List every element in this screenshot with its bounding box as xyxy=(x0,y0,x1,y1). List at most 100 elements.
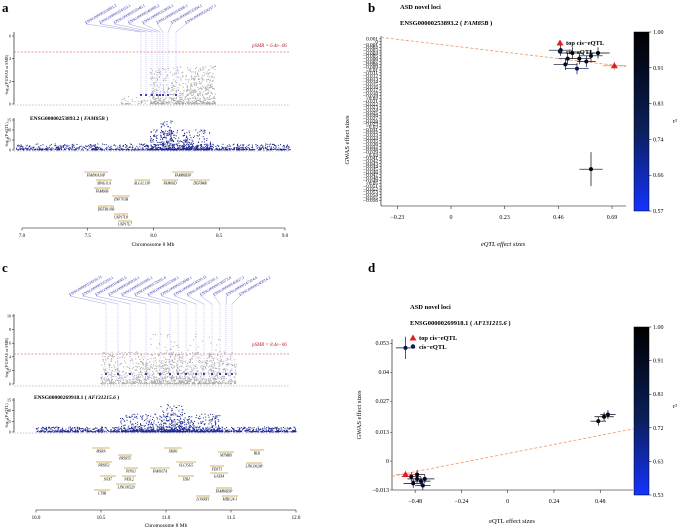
probe-c-marker xyxy=(145,373,147,375)
eqtl-point-c xyxy=(193,428,195,430)
eqtl-point-c xyxy=(233,430,235,432)
gwas-point-c xyxy=(124,382,126,384)
eqtl-point-c xyxy=(74,429,76,431)
eqtl-a-tick-label: 15 xyxy=(7,118,11,123)
eqtl-point-c xyxy=(188,425,190,427)
eqtl-point-c xyxy=(141,418,143,420)
eqtl-point-c xyxy=(204,431,206,433)
eqtl-point-a xyxy=(93,145,95,147)
eqtl-point-a xyxy=(118,149,120,151)
gwas-point-a xyxy=(174,72,176,74)
gwas-point-c xyxy=(177,353,179,355)
gwas-point-c xyxy=(117,351,119,353)
gwas-point-a xyxy=(180,78,182,80)
eqtl-point-c xyxy=(104,427,106,429)
eqtl-point-a xyxy=(179,147,181,149)
gwas-point-c xyxy=(116,368,118,370)
eqtl-point-c xyxy=(97,431,99,433)
eqtl-point-a xyxy=(163,145,165,147)
gwas-point-c xyxy=(216,381,218,383)
eqtl-point-a xyxy=(270,148,272,150)
gwas-point-a xyxy=(172,102,174,104)
gwas-point-c xyxy=(183,380,185,382)
gwas-point-c xyxy=(205,372,207,374)
eqtl-point-a xyxy=(196,144,198,146)
gwas-point-c xyxy=(142,362,144,364)
eqtl-point-a xyxy=(183,143,185,145)
panel-a: a -log₁₀(P GWAS or SMR) 0246 pSMR = 6.4e… xyxy=(2,0,291,248)
gwas-point-a xyxy=(198,87,200,89)
probe-a-connector xyxy=(175,23,187,33)
gwas-point-c xyxy=(132,376,134,378)
eqtl-point-a xyxy=(36,147,38,149)
eqtl-point-a xyxy=(165,147,167,149)
gwas-point-a xyxy=(143,99,145,101)
gwas-point-c xyxy=(143,378,145,380)
eqtl-point-a xyxy=(224,146,226,148)
eqtl-point-c xyxy=(272,431,274,433)
eqtl-point-a xyxy=(248,147,250,149)
eqtl-point-a xyxy=(193,137,195,139)
eqtl-point-c xyxy=(270,430,272,432)
gwas-point-c xyxy=(194,352,196,354)
eqtl-point-a xyxy=(146,148,148,150)
eqtl-point-a xyxy=(57,148,59,150)
eqtl-point-a xyxy=(170,138,172,140)
eqtl-point-c xyxy=(196,428,198,430)
gwas-point-c xyxy=(145,376,146,378)
eqtl-point-c xyxy=(165,430,167,432)
eqtl-point-c xyxy=(64,431,66,433)
gene-a-label: SPAG11A xyxy=(97,182,112,186)
gwas-point-c xyxy=(102,360,104,362)
gwas-point-a xyxy=(181,72,183,74)
gwas-point-c xyxy=(215,349,217,351)
gwas-point-c xyxy=(182,355,184,357)
eqtl-point-c xyxy=(210,429,212,431)
gwas-point-c xyxy=(174,380,176,382)
gwas-point-a xyxy=(190,82,192,84)
eqtl-point-a xyxy=(145,148,147,150)
gwas-point-c xyxy=(228,380,230,382)
gwas-point-a xyxy=(150,84,152,86)
gwas-point-a xyxy=(206,79,208,81)
eqtl-point-a xyxy=(198,138,200,140)
eqtl-point-a xyxy=(151,131,153,133)
eqtl-point-c xyxy=(225,430,227,432)
eqtl-point-c xyxy=(191,421,193,423)
eqtl-point-c xyxy=(36,428,38,430)
eqtl-point-a xyxy=(167,141,169,143)
eqtl-point-c xyxy=(171,414,173,416)
eqtl-point-a xyxy=(54,143,56,145)
gwas-point-a xyxy=(152,90,154,92)
eqtl-point-a xyxy=(155,145,157,147)
gwas-point-c xyxy=(152,365,154,367)
gwas-point-c xyxy=(223,369,225,371)
gwas-point-c xyxy=(191,370,193,372)
gwas-point-c xyxy=(152,367,154,369)
eqtl-point-a xyxy=(209,146,211,148)
gwas-point-c xyxy=(230,364,232,366)
eqtl-point-c xyxy=(204,413,206,415)
eqtl-point-a xyxy=(248,144,250,146)
gwas-point-a xyxy=(156,77,158,79)
gwas-point-c xyxy=(149,375,151,377)
gwas-point-a xyxy=(201,103,203,105)
gwas-point-c xyxy=(192,356,194,358)
eqtl-point-a xyxy=(223,149,225,151)
gwas-point-c xyxy=(181,381,183,383)
gwas-point-c xyxy=(152,371,154,373)
eqtl-point-a xyxy=(89,146,91,148)
eqtl-point-c xyxy=(122,431,124,433)
eqtl-point-a xyxy=(189,142,191,144)
gwas-point-c xyxy=(191,362,193,364)
gwas-point-c xyxy=(201,372,203,374)
eqtl-point-a xyxy=(50,149,52,151)
eqtl-point-c xyxy=(278,429,280,431)
gwas-point-a xyxy=(194,83,196,85)
gwas-point-c xyxy=(210,360,212,362)
eqtl-point-c xyxy=(162,414,164,416)
eqtl-point-a xyxy=(139,143,141,145)
eqtl-point-c xyxy=(158,429,160,431)
eqtl-point-c xyxy=(181,415,183,417)
gwas-point-c xyxy=(164,358,166,360)
